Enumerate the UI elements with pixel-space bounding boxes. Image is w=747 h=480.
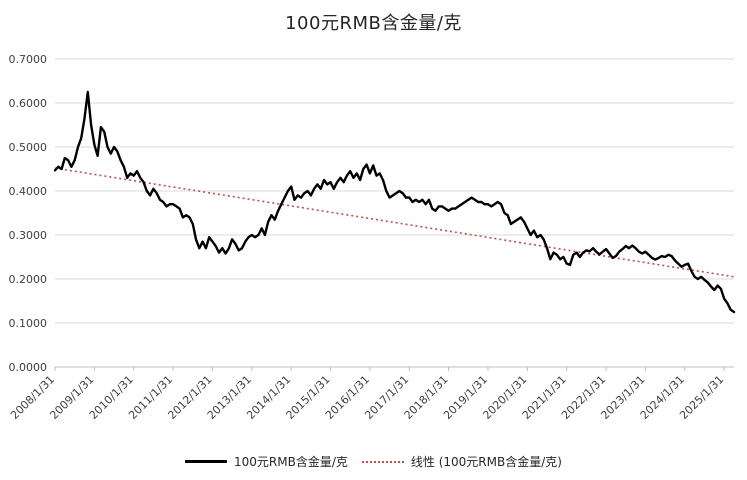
legend-item-trend: 线性 (100元RMB含金量/克) (361, 453, 562, 470)
y-axis-label: 0.6000 (9, 97, 48, 110)
y-axis-label: 0.3000 (9, 229, 48, 242)
legend-label-trend: 线性 (100元RMB含金量/克) (410, 455, 562, 469)
y-axis-label: 0.0000 (9, 361, 48, 374)
series-line (53, 90, 736, 314)
legend-item-series: 100元RMB含金量/克 (185, 453, 348, 470)
y-axis-label: 0.4000 (9, 185, 48, 198)
y-axis-label: 0.1000 (9, 317, 48, 330)
trend-line (54, 167, 735, 278)
chart-title: 100元RMB含金量/克 (285, 13, 462, 34)
chart-legend: 100元RMB含金量/克 线性 (100元RMB含金量/克) (0, 453, 747, 470)
y-axis-label: 0.7000 (9, 53, 48, 66)
y-axis-label: 0.2000 (9, 273, 48, 286)
series-line-swatch (185, 460, 228, 463)
trend-line-swatch (361, 460, 404, 463)
legend-label-series: 100元RMB含金量/克 (234, 455, 348, 469)
y-axis-label: 0.5000 (9, 141, 48, 154)
